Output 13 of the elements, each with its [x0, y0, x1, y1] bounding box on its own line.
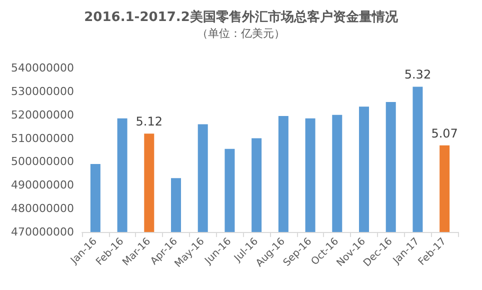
chart-title: 2016.1-2017.2美国零售外汇市场总客户资金量情况 [84, 9, 399, 25]
y-tick-label: 510000000 [11, 132, 74, 145]
y-tick-label: 470000000 [11, 226, 74, 238]
y-tick-label: 530000000 [11, 84, 74, 98]
y-tick-label: 540000000 [11, 62, 74, 74]
y-tick-label: 520000000 [11, 108, 74, 122]
y-tick-label: 490000000 [11, 178, 74, 192]
annotation: 5.12 [136, 114, 162, 129]
y-tick-label: 500000000 [11, 155, 74, 168]
annotation: 5.07 [431, 126, 458, 140]
y-tick-label: 480000000 [11, 202, 74, 216]
chart-subtitle: （单位：亿美元） [197, 27, 285, 40]
annotation: 5.32 [404, 68, 432, 82]
